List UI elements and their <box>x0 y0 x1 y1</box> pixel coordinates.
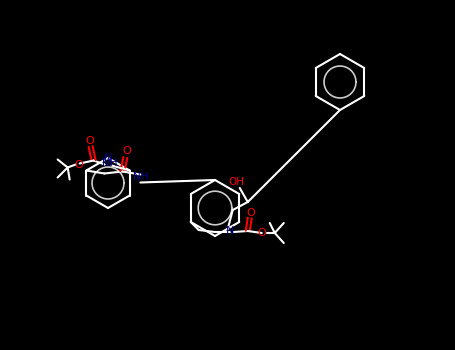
Text: NH: NH <box>102 158 117 168</box>
Text: O: O <box>74 161 83 170</box>
Text: NH: NH <box>132 173 148 182</box>
Text: N: N <box>104 153 112 163</box>
Text: N: N <box>226 226 234 236</box>
Text: O: O <box>85 135 94 146</box>
Text: OH: OH <box>229 177 245 187</box>
Text: O: O <box>258 228 266 238</box>
Text: O: O <box>246 208 255 218</box>
Text: O: O <box>122 147 131 156</box>
